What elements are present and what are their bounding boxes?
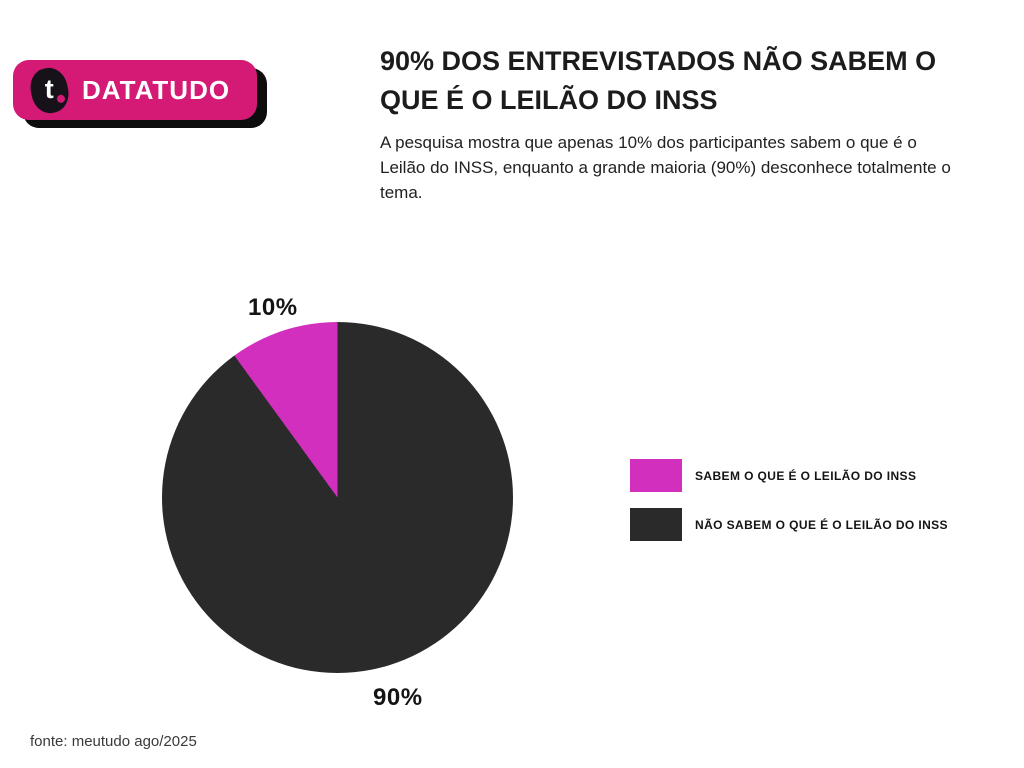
legend-item-nao-sabem: NÃO SABEM O QUE É O LEILÃO DO INSS bbox=[630, 508, 948, 541]
legend-label-sabem: SABEM O QUE É O LEILÃO DO INSS bbox=[695, 468, 917, 483]
legend-label-nao-sabem: NÃO SABEM O QUE É O LEILÃO DO INSS bbox=[695, 517, 948, 532]
page-subtitle: A pesquisa mostra que apenas 10% dos par… bbox=[380, 133, 951, 202]
page-title-line-1: 90% DOS ENTREVISTADOS NÃO SABEM O bbox=[380, 46, 937, 76]
legend-swatch-sabem bbox=[630, 459, 682, 492]
source-note: fonte: meutudo ago/2025 bbox=[30, 733, 197, 750]
brand-name: DATATUDO bbox=[82, 74, 231, 105]
legend-swatch-nao-sabem bbox=[630, 508, 682, 541]
page-title-line-2: QUE É O LEILÃO DO INSS bbox=[380, 85, 718, 115]
brand-letter: t bbox=[44, 73, 54, 104]
brand-t-icon: t bbox=[26, 64, 73, 116]
pie-label-nao-sabem: 90% bbox=[373, 684, 423, 711]
page-title: 90% DOS ENTREVISTADOS NÃO SABEM O QUE É … bbox=[380, 42, 1010, 120]
pie-label-sabem: 10% bbox=[248, 294, 298, 321]
logo-badge: t DATATUDO bbox=[13, 60, 257, 120]
legend: SABEM O QUE É O LEILÃO DO INSS NÃO SABEM… bbox=[630, 459, 948, 541]
brand-dot-icon bbox=[56, 93, 66, 104]
legend-item-sabem: SABEM O QUE É O LEILÃO DO INSS bbox=[630, 459, 948, 492]
pie-chart bbox=[162, 322, 513, 673]
